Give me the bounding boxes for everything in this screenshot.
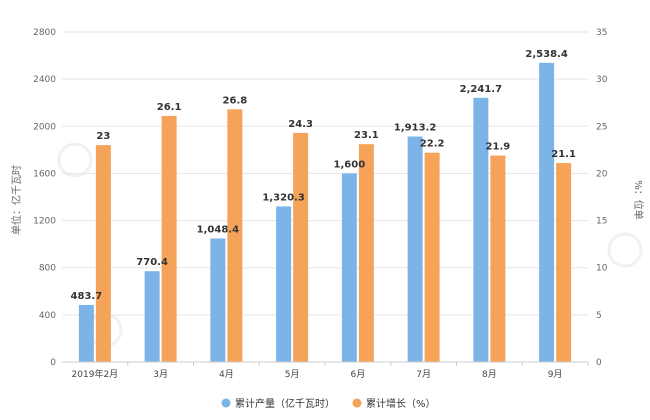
y-left-tick-label: 2800	[33, 28, 56, 38]
data-label-growth: 26.1	[157, 102, 182, 113]
y-axis-left-title: 单位：亿千瓦时	[10, 165, 23, 235]
y-right-tick-label: 30	[596, 75, 608, 85]
bar-production	[276, 206, 292, 362]
x-tick-label: 8月	[482, 369, 497, 380]
data-label-growth: 22.2	[420, 139, 445, 150]
y-right-tick-label: 20	[596, 169, 608, 179]
bar-growth	[161, 115, 177, 363]
y-left-tick-label: 800	[39, 264, 56, 274]
data-label-production: 770.4	[136, 257, 168, 268]
bar-production	[210, 238, 226, 362]
data-label-growth: 23	[96, 131, 110, 142]
y-left-tick-label: 1200	[33, 217, 56, 227]
legend-marker-growth	[352, 398, 362, 408]
bar-production	[473, 97, 489, 362]
data-label-production: 2,241.7	[460, 84, 502, 95]
grid-layer	[62, 31, 588, 316]
x-tick-label: 2019年2月	[72, 368, 119, 380]
data-label-growth: 21.9	[486, 142, 511, 153]
x-tick-label: 7月	[416, 369, 431, 380]
data-label-growth: 26.8	[223, 95, 248, 106]
y-right-tick-label: 5	[596, 311, 602, 321]
legend: 累计产量（亿千瓦时） 累计增长（%）	[221, 397, 436, 410]
data-label-production: 483.7	[71, 291, 103, 302]
y-right-tick-label: 10	[596, 264, 608, 274]
y-left-tick-label: 2400	[33, 75, 56, 85]
bar-growth	[490, 155, 506, 362]
bar-growth	[95, 145, 111, 362]
data-label-production: 2,538.4	[525, 49, 567, 60]
bar-growth	[293, 132, 309, 362]
y-left-tick-label: 400	[39, 311, 56, 321]
x-tick-label: 4月	[219, 369, 234, 380]
y-left-tick-label: 0	[50, 358, 56, 368]
data-label-growth: 23.1	[354, 130, 379, 141]
bar-production	[341, 173, 357, 362]
x-tick-label: 3月	[153, 369, 168, 380]
y-axis-right-title: %：位单	[632, 180, 645, 220]
data-label-production: 1,913.2	[394, 123, 436, 134]
legend-label-growth: 累计增长（%）	[366, 397, 436, 410]
bars-layer	[78, 62, 572, 363]
data-label-growth: 21.1	[551, 149, 576, 160]
y-left-tick-label: 2000	[33, 122, 56, 132]
data-label-production: 1,048.4	[197, 224, 239, 235]
x-tick-label: 6月	[351, 369, 366, 380]
bar-growth	[227, 109, 243, 362]
y-left-tick-label: 1600	[33, 169, 56, 179]
legend-marker-production	[221, 398, 231, 408]
bar-production	[407, 136, 423, 362]
data-label-growth: 24.3	[288, 119, 313, 130]
bar-production	[78, 304, 94, 362]
y-right-tick-label: 0	[596, 358, 602, 368]
bar-growth	[424, 152, 440, 362]
x-tick-label: 9月	[548, 369, 563, 380]
bar-growth	[556, 163, 572, 362]
data-label-production: 1,320.3	[262, 192, 304, 203]
y-right-tick-label: 15	[596, 217, 607, 227]
data-label-production: 1,600	[334, 159, 366, 170]
bar-growth	[358, 144, 374, 362]
y-right-tick-label: 25	[596, 122, 607, 132]
x-tick-label: 5月	[285, 369, 300, 380]
bar-production	[539, 62, 555, 363]
legend-label-production: 累计产量（亿千瓦时）	[235, 397, 335, 410]
axis-layer: 0 400 800 1200 1600 2000 2400 2800 0 5 10 15 20 25 30 3…	[33, 28, 608, 380]
y-right-tick-label: 35	[596, 28, 607, 38]
bar-production	[144, 271, 160, 362]
labels-layer: 483.7 23 770.4 26.1 1,048.4 26.8 1,320.3 24.3 1,…	[71, 49, 576, 302]
